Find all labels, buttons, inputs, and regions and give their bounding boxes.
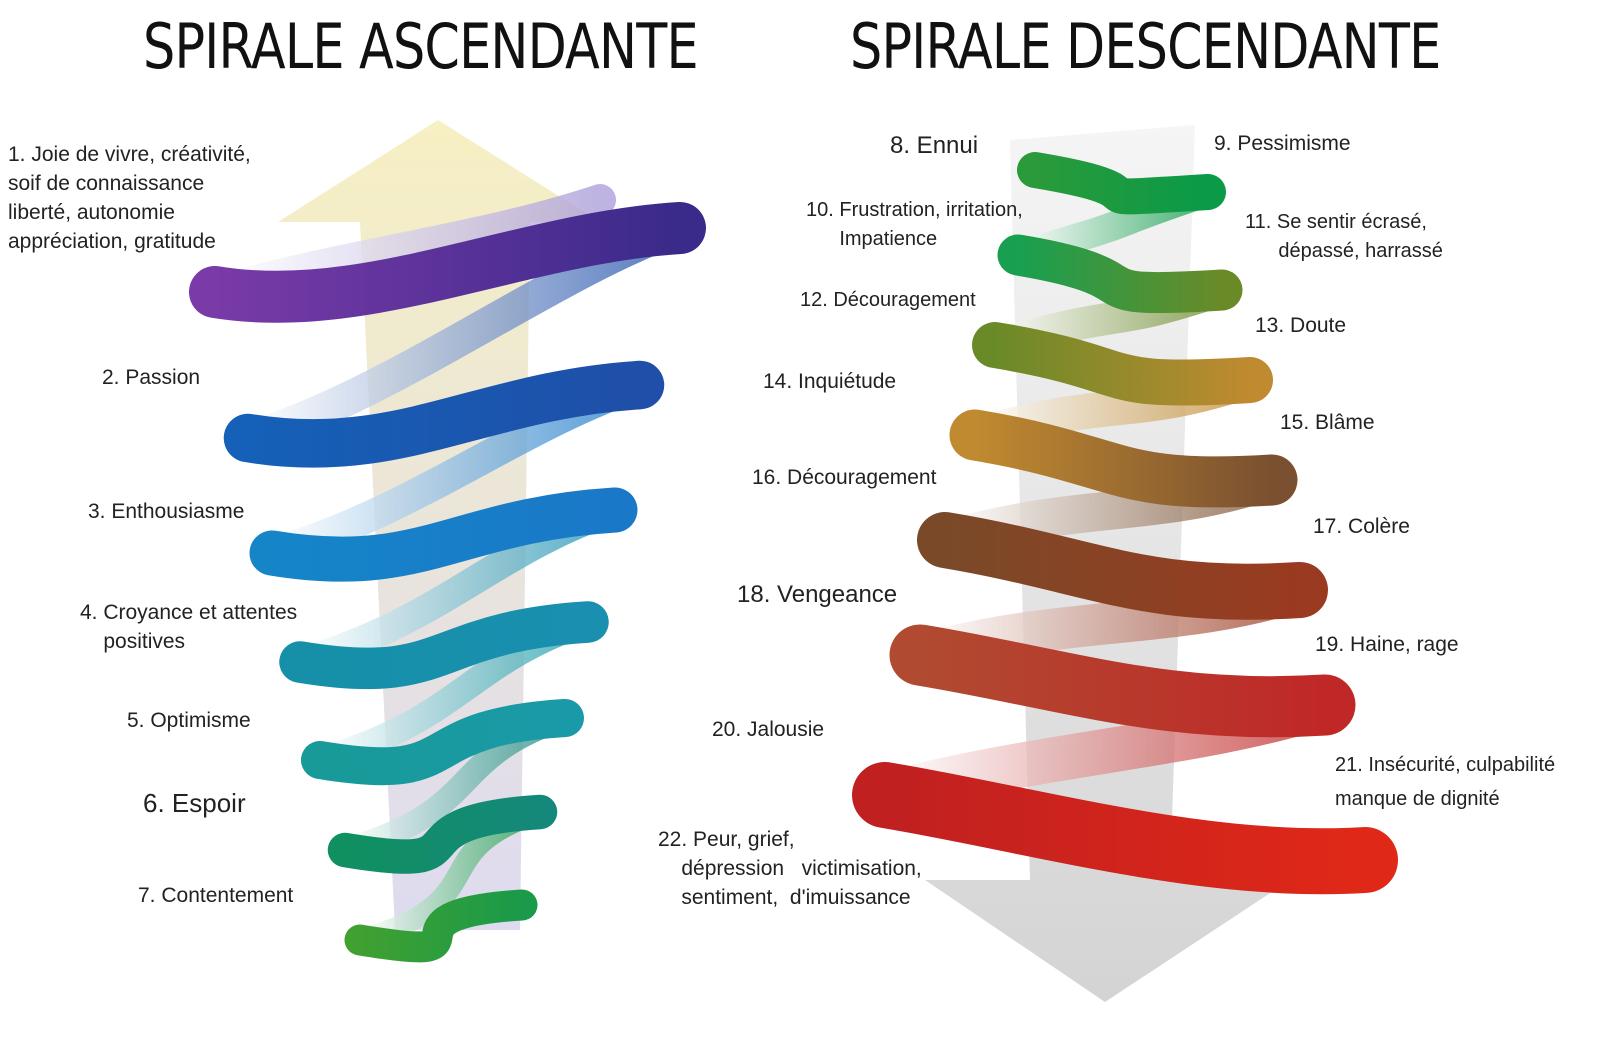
label-19: 19. Haine, rage	[1315, 633, 1459, 656]
label-15: 15. Blâme	[1280, 411, 1375, 434]
descending-coil-1	[1017, 152, 1226, 215]
label-20: 20. Jalousie	[712, 718, 825, 741]
ascending-coil-4	[279, 601, 609, 690]
label-9: 9. Pessimisme	[1214, 132, 1351, 155]
label-3: 3. Enthousiasme	[88, 500, 245, 523]
label-6: 6. Espoir	[143, 788, 246, 818]
label-13: 13. Doute	[1255, 314, 1347, 337]
ascending-coil-6	[327, 794, 558, 874]
ascending-coil-1	[189, 202, 706, 323]
descending-coil-5	[917, 512, 1328, 620]
title-descending: SPIRALE DESCENDANTE	[850, 10, 1441, 83]
ascending-coil-3	[249, 487, 638, 582]
descending-coil-2	[997, 234, 1243, 314]
descending-coil-7	[852, 762, 1398, 895]
label-10: 10. Frustration, irritation, Impatience	[806, 199, 1023, 250]
label-1: 1. Joie de vivre, créativité, soif de co…	[8, 143, 251, 253]
descending-coil-6	[889, 624, 1356, 738]
label-2: 2. Passion	[102, 366, 201, 389]
label-8: 8. Ennui	[890, 132, 979, 159]
label-21: 21. Insécurité, culpabilité manque de di…	[1335, 754, 1556, 810]
label-18: 18. Vengeance	[737, 581, 898, 608]
label-22: 22. Peur, grief, dépression victimisatio…	[658, 828, 922, 909]
ascending-coil-2	[223, 360, 665, 468]
ascending-coil-5	[301, 699, 584, 786]
descending-coil-4	[949, 409, 1298, 508]
label-17: 17. Colère	[1313, 515, 1410, 538]
label-16: 16. Découragement	[752, 466, 937, 489]
label-4: 4. Croyance et attentes positives	[80, 601, 298, 653]
label-14: 14. Inquiétude	[763, 370, 897, 393]
label-11: 11. Se sentir écrasé, dépassé, harrassé	[1245, 211, 1443, 262]
label-12: 12. Découragement	[800, 289, 976, 311]
label-7: 7. Contentement	[138, 884, 294, 907]
descending-coil-3	[972, 322, 1273, 406]
label-5: 5. Optimisme	[127, 709, 251, 732]
ascending-coil-7	[344, 889, 538, 963]
title-ascending: SPIRALE ASCENDANTE	[143, 10, 699, 83]
